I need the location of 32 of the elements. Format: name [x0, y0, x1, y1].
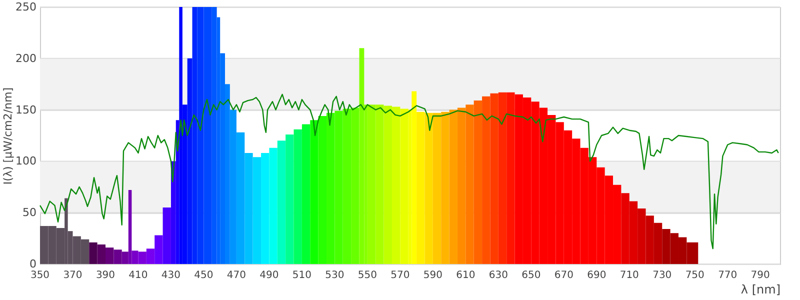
- x-tick-label: 430: [161, 270, 181, 281]
- x-tick-label: 630: [488, 270, 508, 281]
- y-tick-label: 200: [16, 52, 36, 65]
- x-tick-label: 510: [292, 270, 312, 281]
- y-tick-label: 50: [22, 206, 36, 220]
- x-tick-label: 350: [30, 270, 50, 281]
- x-tick-label: 590: [423, 270, 442, 281]
- x-tick-label: 550: [358, 270, 377, 281]
- x-tick-label: 370: [63, 270, 82, 281]
- x-tick-label: 730: [652, 270, 672, 281]
- x-tick-label: 390: [96, 270, 116, 281]
- x-tick-label: 610: [456, 270, 476, 281]
- x-tick-label: 770: [718, 270, 738, 281]
- x-tick-label: 490: [260, 270, 279, 281]
- x-tick-label: 710: [620, 270, 639, 281]
- x-tick-label: 650: [522, 270, 541, 281]
- y-tick-label: 250: [16, 0, 36, 14]
- x-tick-label: 790: [750, 270, 770, 281]
- x-tick-label: 750: [685, 270, 704, 281]
- x-tick-label: 670: [554, 270, 574, 281]
- y-tick-label: 0: [30, 258, 36, 270]
- x-tick-label: 690: [587, 270, 606, 281]
- y-axis-title: I(λ) [µW/cm2/nm]: [2, 87, 15, 185]
- x-tick-label: 450: [194, 270, 214, 281]
- x-tick-label: 530: [325, 270, 344, 281]
- y-tick-label: 150: [16, 103, 36, 116]
- x-tick-label: 570: [390, 270, 410, 281]
- x-tick-label: 410: [128, 270, 148, 281]
- x-tick-label: 470: [226, 270, 246, 281]
- y-tick-label: 100: [16, 154, 36, 168]
- line-series: [39, 94, 779, 250]
- x-axis-title: λ [nm]: [740, 282, 780, 296]
